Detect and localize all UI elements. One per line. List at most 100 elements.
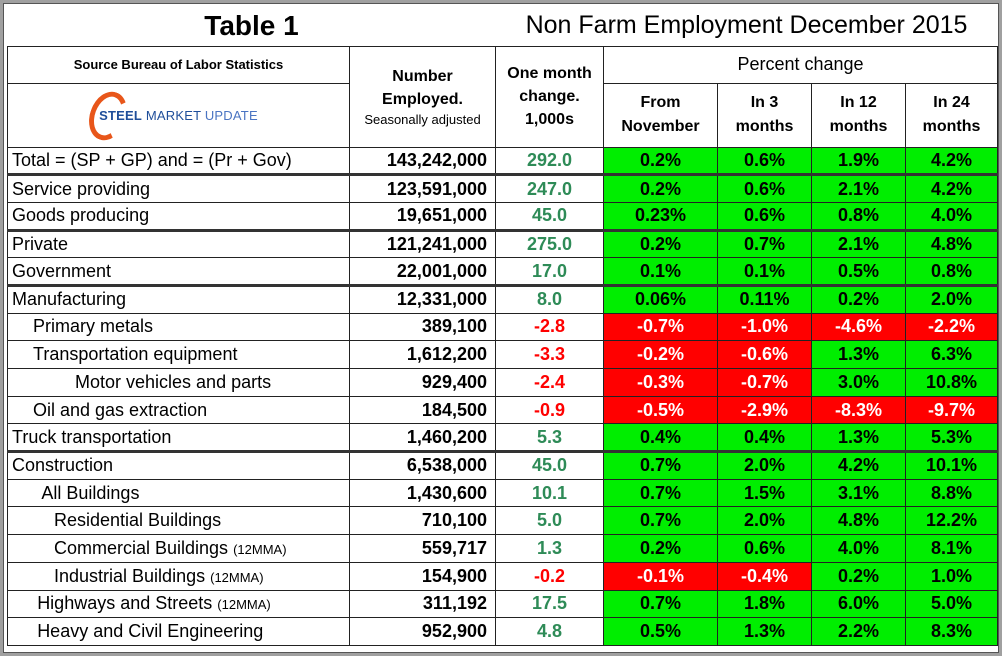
one-month-change: 5.0	[495, 506, 604, 536]
row-label: Heavy and Civil Engineering	[7, 617, 350, 646]
percent-change-cell: 10.1%	[904, 450, 999, 480]
percent-change-cell: 4.0%	[904, 201, 999, 231]
one-month-change: 17.0	[495, 257, 604, 286]
percent-change-cell: 4.8%	[811, 506, 906, 536]
percent-change-cell: -0.5%	[603, 395, 718, 425]
table-row: Truck transportation 1,460,200 5.3 0.4% 0.4%…	[7, 423, 999, 453]
percent-change-header: Percent change	[602, 45, 999, 84]
percent-change-cell: 0.1%	[603, 257, 718, 286]
table-row: Highways and Streets (12MMA) 311,192 17.5 0…	[7, 589, 999, 619]
number-employed: 311,192	[349, 589, 496, 619]
percent-change-cell: 0.7%	[603, 506, 718, 536]
percent-change-cell: -0.6%	[717, 340, 812, 369]
percent-change-cell: 10.8%	[904, 368, 999, 397]
percent-change-cell: -0.3%	[603, 368, 718, 397]
one-month-change: 292.0	[495, 146, 604, 176]
percent-change-cell: 4.0%	[811, 534, 906, 563]
percent-change-cell: 0.23%	[603, 201, 718, 231]
source-label: Source Bureau of Labor Statistics	[7, 45, 350, 84]
percent-change-cell: -0.1%	[603, 561, 718, 591]
one-month-change: 1.3	[495, 534, 604, 563]
table-row: Industrial Buildings (12MMA) 154,900 -0.2-…	[7, 561, 999, 591]
percent-change-cell: -0.4%	[717, 561, 812, 591]
percent-change-cell: 0.6%	[717, 201, 812, 231]
one-month-change: 275.0	[495, 228, 604, 259]
percent-change-cell: 6.0%	[811, 589, 906, 619]
percent-change-cell: 0.11%	[717, 283, 812, 314]
one-month-change-header: One month change. 1,000s	[495, 45, 604, 148]
employment-table: Table 1 Non Farm Employment December 201…	[7, 6, 999, 646]
percent-change-cell: 0.5%	[811, 257, 906, 286]
one-month-change: -2.8	[495, 312, 604, 342]
table-row: All Buildings 1,430,600 10.1 0.7% 1.5% 3.1% 8.…	[7, 478, 999, 508]
table-row: Private 121,241,000 275.0 0.2% 0.7% 2.1% 4.8%	[7, 228, 999, 259]
percent-change-cell: 0.2%	[811, 561, 906, 591]
table-number: Table 1	[7, 6, 496, 47]
percent-change-cell: 0.7%	[717, 228, 812, 259]
one-month-change: -0.9	[495, 395, 604, 425]
row-label: Motor vehicles and parts	[7, 368, 350, 397]
percent-change-cell: 1.8%	[717, 589, 812, 619]
row-label: Construction	[7, 450, 350, 480]
percent-change-cell: 8.8%	[904, 478, 999, 508]
number-employed: 22,001,000	[349, 257, 496, 286]
row-label: Highways and Streets (12MMA)	[7, 589, 350, 619]
percent-change-cell: 4.2%	[811, 450, 906, 480]
table-row: Heavy and Civil Engineering 952,900 4.8 0.5…	[7, 617, 999, 646]
percent-change-cell: 1.3%	[811, 423, 906, 453]
percent-change-cell: 0.7%	[603, 478, 718, 508]
table-row: Government 22,001,000 17.0 0.1% 0.1% 0.5% 0.8%	[7, 257, 999, 286]
one-month-change: 45.0	[495, 450, 604, 480]
number-employed: 1,612,200	[349, 340, 496, 369]
percent-change-cell: 0.6%	[717, 146, 812, 176]
table-row: Transportation equipment 1,612,200 -3.3 -0.…	[7, 340, 999, 369]
row-label: Commercial Buildings (12MMA)	[7, 534, 350, 563]
row-label: Total = (SP + GP) and = (Pr + Gov)	[7, 146, 350, 176]
percent-change-cell: 1.0%	[904, 561, 999, 591]
percent-change-cell: 3.0%	[811, 368, 906, 397]
percent-change-cell: 2.0%	[717, 506, 812, 536]
percent-change-cell: 0.7%	[603, 589, 718, 619]
percent-change-cell: 8.1%	[904, 534, 999, 563]
table-row: Service providing 123,591,000 247.0 0.2% 0.6…	[7, 173, 999, 203]
percent-change-cell: 1.3%	[717, 617, 812, 646]
col-header-12-months: In 12 months	[811, 82, 906, 148]
percent-change-cell: 4.2%	[904, 173, 999, 203]
table-row: Goods producing 19,651,000 45.0 0.23% 0.6% 0.…	[7, 201, 999, 231]
percent-change-cell: 12.2%	[904, 506, 999, 536]
one-month-change: 10.1	[495, 478, 604, 508]
number-employed: 6,538,000	[349, 450, 496, 480]
percent-change-cell: 0.2%	[603, 228, 718, 259]
percent-change-cell: -4.6%	[811, 312, 906, 342]
percent-change-cell: 2.0%	[904, 283, 999, 314]
percent-change-cell: 0.8%	[811, 201, 906, 231]
row-label: Residential Buildings	[7, 506, 350, 536]
row-label: Service providing	[7, 173, 350, 203]
table-row: Construction 6,538,000 45.0 0.7% 2.0% 4.2% 10.…	[7, 450, 999, 480]
one-month-change: -2.4	[495, 368, 604, 397]
percent-change-cell: 2.1%	[811, 228, 906, 259]
table-frame: Table 1 Non Farm Employment December 201…	[3, 3, 999, 653]
col-header-from-november: From November	[603, 82, 718, 148]
percent-change-cell: 2.0%	[717, 450, 812, 480]
percent-change-cell: -0.7%	[603, 312, 718, 342]
row-label: Manufacturing	[7, 283, 350, 314]
number-employed: 121,241,000	[349, 228, 496, 259]
percent-change-cell: 0.06%	[603, 283, 718, 314]
number-employed: 710,100	[349, 506, 496, 536]
table-row: Residential Buildings 710,100 5.0 0.7% 2.0% 4…	[7, 506, 999, 536]
one-month-change: 5.3	[495, 423, 604, 453]
one-month-change: 8.0	[495, 283, 604, 314]
number-employed: 123,591,000	[349, 173, 496, 203]
number-employed: 952,900	[349, 617, 496, 646]
number-employed-header: Number Employed. Seasonally adjusted	[349, 45, 496, 148]
percent-change-cell: 0.4%	[603, 423, 718, 453]
percent-change-cell: 0.7%	[603, 450, 718, 480]
number-employed: 1,430,600	[349, 478, 496, 508]
percent-change-cell: 6.3%	[904, 340, 999, 369]
one-month-change: -0.2	[495, 561, 604, 591]
row-label: Private	[7, 228, 350, 259]
table-row: Commercial Buildings (12MMA) 559,717 1.3 0.…	[7, 534, 999, 563]
number-employed: 1,460,200	[349, 423, 496, 453]
percent-change-cell: -0.2%	[603, 340, 718, 369]
